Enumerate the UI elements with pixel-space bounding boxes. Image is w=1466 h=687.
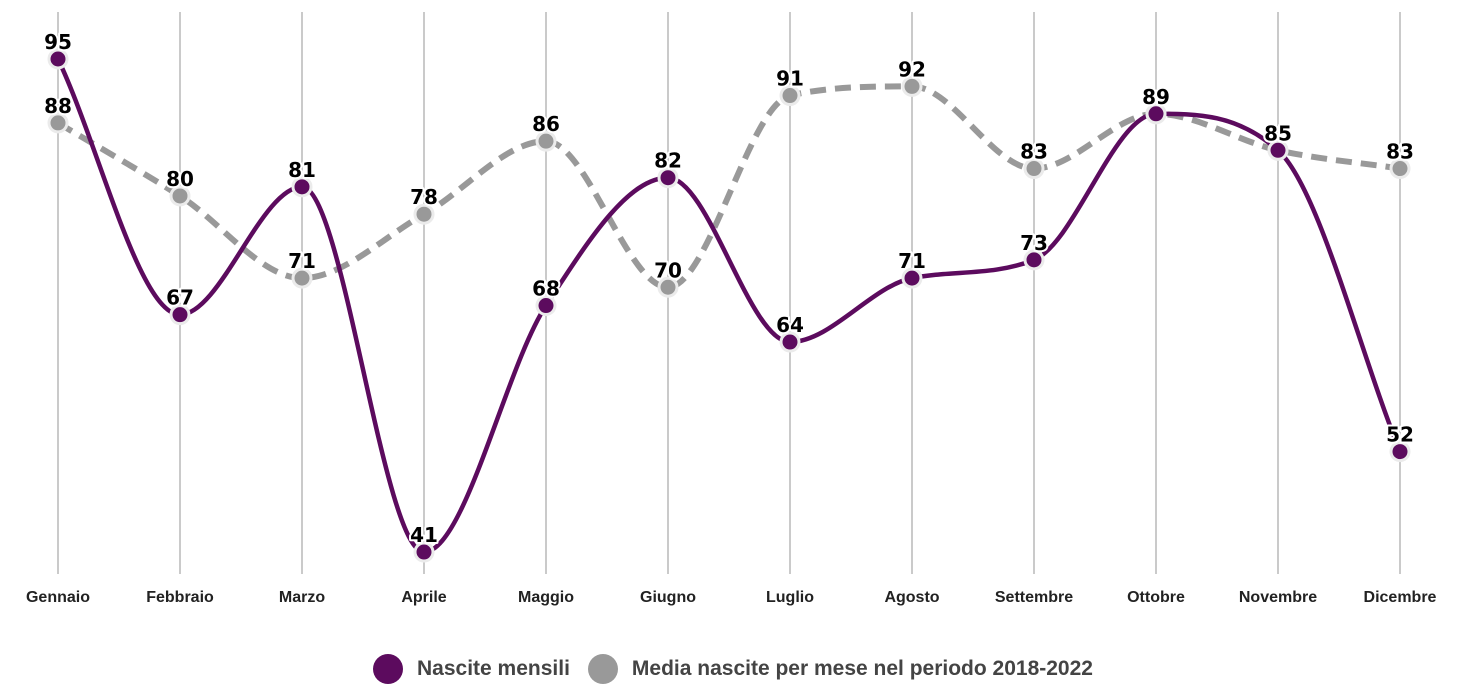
data-point-s0-settembre[interactable] xyxy=(1023,249,1045,271)
x-tick-label-febbraio: Febbraio xyxy=(146,589,214,606)
data-label-s0-luglio: 64 xyxy=(776,313,804,337)
data-label-s0-aprile: 41 xyxy=(410,523,438,547)
data-point-s0-luglio[interactable] xyxy=(779,331,801,353)
x-tick-label-ottobre: Ottobre xyxy=(1127,589,1185,606)
series-line-0 xyxy=(55,58,1403,555)
x-tick-label-dicembre: Dicembre xyxy=(1364,589,1437,606)
data-label-s0-dicembre: 52 xyxy=(1386,423,1414,447)
data-label-s1-agosto: 92 xyxy=(898,57,926,81)
data-label-s1-giugno: 70 xyxy=(654,258,682,282)
data-label-s1-marzo: 71 xyxy=(288,249,316,273)
x-tick-label-marzo: Marzo xyxy=(279,589,325,606)
data-point-s1-luglio[interactable] xyxy=(779,85,801,107)
data-point-s0-maggio[interactable] xyxy=(535,295,557,317)
data-label-s0-settembre: 73 xyxy=(1020,231,1048,255)
legend-swatch-series-1 xyxy=(587,654,618,684)
legend-swatch-series-0 xyxy=(373,654,404,684)
x-tick-label-giugno: Giugno xyxy=(640,589,696,606)
data-point-s1-febbraio[interactable] xyxy=(169,185,191,207)
data-label-s0-agosto: 71 xyxy=(898,249,926,273)
x-axis-tick-labels: Gennaio Febbraio Marzo Aprile Maggio Giugno Lu… xyxy=(26,589,1437,606)
data-point-s1-dicembre[interactable] xyxy=(1389,158,1411,180)
data-point-s1-giugno[interactable] xyxy=(657,276,679,298)
x-tick-label-agosto: Agosto xyxy=(884,589,939,606)
data-label-s1-aprile: 78 xyxy=(410,185,438,209)
data-point-s1-settembre[interactable] xyxy=(1023,158,1045,180)
data-label-s1-ottobre: 89 xyxy=(1142,85,1170,109)
x-tick-label-maggio: Maggio xyxy=(518,589,574,606)
legend-label-series-0: Nascite mensili xyxy=(417,657,570,680)
gridlines xyxy=(57,12,1401,574)
legend-item-series-1[interactable]: Media nascite per mese nel periodo 2018-… xyxy=(587,654,1093,684)
data-label-s0-novembre: 85 xyxy=(1264,121,1292,145)
data-point-s0-dicembre[interactable] xyxy=(1389,441,1411,463)
legend-item-series-0[interactable]: Nascite mensili xyxy=(373,654,570,684)
data-points xyxy=(47,48,1411,563)
data-point-s0-febbraio[interactable] xyxy=(169,304,191,326)
data-label-s0-ottobre: 89 xyxy=(1142,85,1170,109)
data-label-s1-settembre: 83 xyxy=(1020,140,1048,164)
data-point-s1-maggio[interactable] xyxy=(535,130,557,152)
data-point-s1-marzo[interactable] xyxy=(291,267,313,289)
legend: Nascite mensili Media nascite per mese n… xyxy=(0,654,1466,684)
data-label-s0-giugno: 82 xyxy=(654,149,682,173)
data-label-s1-luglio: 91 xyxy=(776,67,804,91)
data-label-s1-maggio: 86 xyxy=(532,112,560,136)
data-point-s0-agosto[interactable] xyxy=(901,267,923,289)
series-lines xyxy=(55,58,1403,555)
x-tick-label-settembre: Settembre xyxy=(995,589,1073,606)
data-label-s0-febbraio: 67 xyxy=(166,286,194,310)
data-point-s1-gennaio[interactable] xyxy=(47,112,69,134)
data-label-s1-gennaio: 88 xyxy=(44,94,72,118)
data-label-s0-maggio: 68 xyxy=(532,277,560,301)
data-point-s1-aprile[interactable] xyxy=(413,203,435,225)
data-label-s1-febbraio: 80 xyxy=(166,167,194,191)
line-chart: 88 80 71 78 86 70 91 92 83 89 85 83 95 67 81 41 68 82 64 71… xyxy=(26,12,1437,606)
data-point-s0-ottobre[interactable] xyxy=(1145,103,1167,125)
data-point-s0-aprile[interactable] xyxy=(413,541,435,563)
data-label-s1-novembre: 85 xyxy=(1264,121,1292,145)
data-point-s0-gennaio[interactable] xyxy=(47,48,69,70)
x-tick-label-aprile: Aprile xyxy=(401,589,446,606)
x-tick-label-luglio: Luglio xyxy=(766,589,814,606)
x-tick-label-gennaio: Gennaio xyxy=(26,589,90,606)
data-label-s0-gennaio: 95 xyxy=(44,30,72,54)
data-point-s0-marzo[interactable] xyxy=(291,176,313,198)
data-point-s1-agosto[interactable] xyxy=(901,75,923,97)
data-label-s0-marzo: 81 xyxy=(288,158,316,182)
data-label-s1-dicembre: 83 xyxy=(1386,140,1414,164)
legend-label-series-1: Media nascite per mese nel periodo 2018-… xyxy=(631,657,1093,680)
data-point-s0-giugno[interactable] xyxy=(657,167,679,189)
x-tick-label-novembre: Novembre xyxy=(1239,589,1317,606)
data-point-s0-novembre[interactable] xyxy=(1267,139,1289,161)
data-labels: 88 80 71 78 86 70 91 92 83 89 85 83 95 67 81 41 68 82 64 71… xyxy=(42,28,1416,549)
